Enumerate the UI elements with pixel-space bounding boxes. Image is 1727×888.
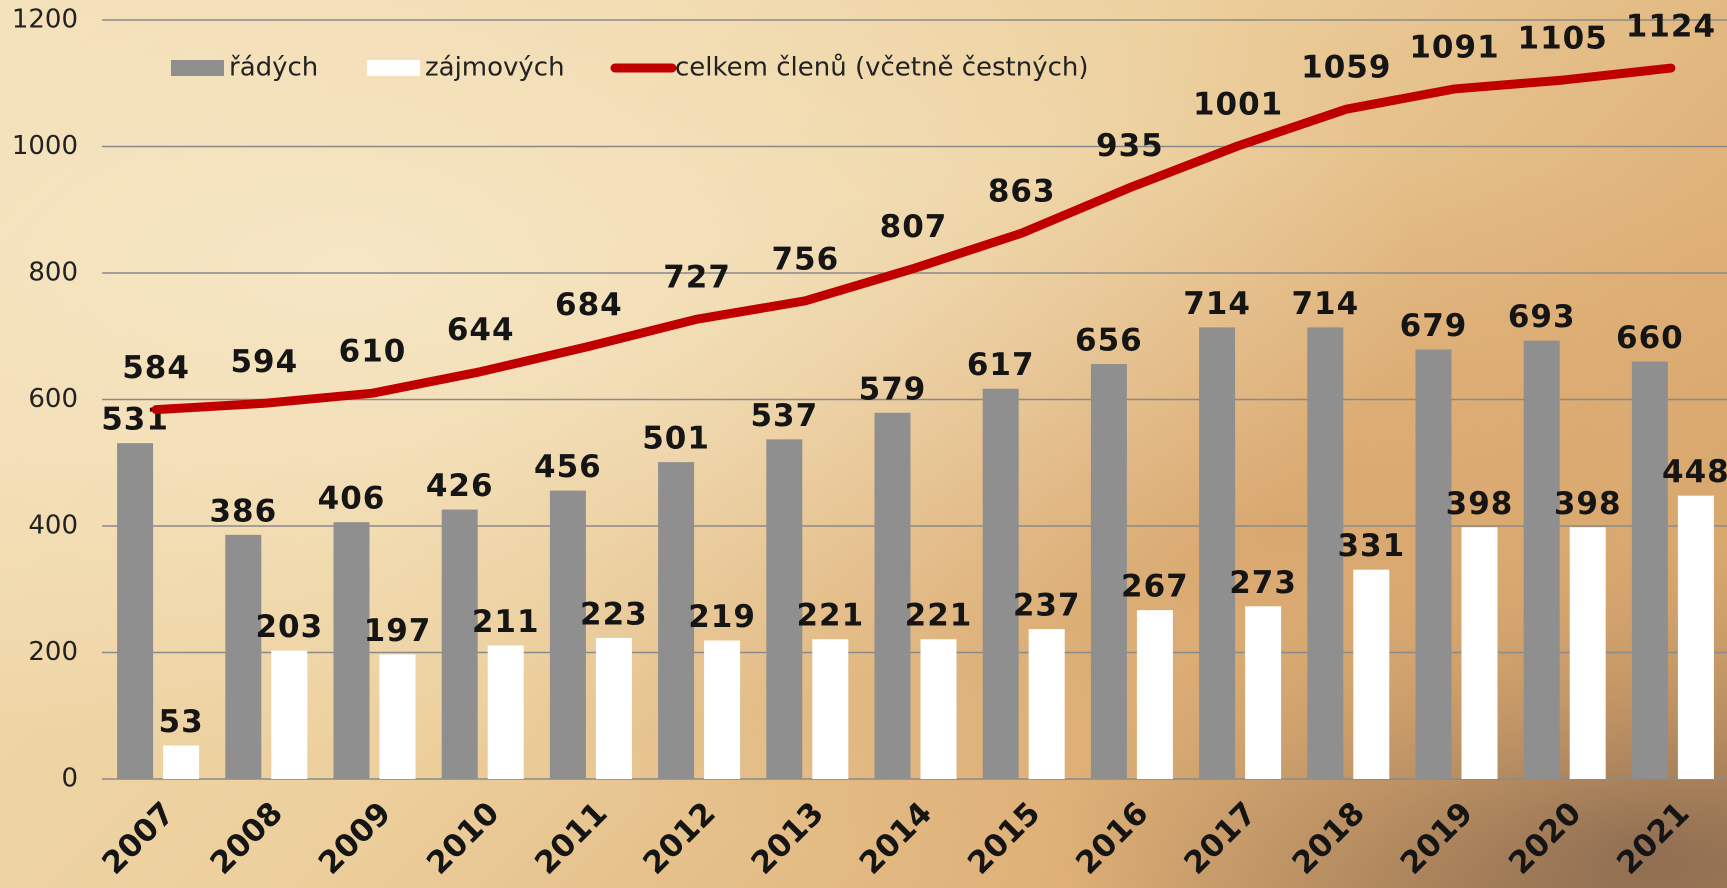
data-label: 448 [1662, 454, 1727, 490]
x-tick-label: 2011 [528, 795, 614, 881]
y-tick-label: 0 [61, 764, 78, 794]
data-label: 406 [318, 481, 386, 517]
data-label: 1105 [1518, 21, 1608, 57]
bar [1137, 610, 1173, 779]
data-label: 203 [255, 609, 323, 645]
x-tick-label: 2014 [853, 795, 939, 881]
bar [1462, 527, 1498, 779]
data-label: 221 [796, 598, 864, 634]
bar [550, 491, 586, 779]
bar [334, 522, 370, 779]
bar [380, 654, 416, 779]
y-tick-label: 200 [28, 637, 78, 667]
x-tick-label: 2013 [745, 795, 831, 881]
data-label: 610 [339, 334, 407, 370]
data-label: 197 [364, 613, 432, 649]
data-label: 714 [1291, 286, 1359, 322]
data-label: 1059 [1301, 50, 1391, 86]
data-label: 756 [771, 241, 839, 277]
legend-swatch [367, 60, 420, 76]
data-label: 501 [642, 421, 710, 457]
bar [271, 651, 307, 779]
data-label: 935 [1096, 128, 1164, 164]
data-label: 398 [1554, 486, 1622, 522]
data-label: 714 [1183, 286, 1251, 322]
x-tick-label: 2015 [961, 795, 1047, 881]
bar [875, 413, 911, 779]
bar [921, 639, 957, 779]
bar [983, 389, 1019, 779]
data-label: 579 [859, 371, 927, 407]
data-label: 221 [905, 598, 973, 634]
bar [442, 510, 478, 779]
data-label: 656 [1075, 323, 1143, 359]
data-label: 644 [447, 312, 515, 348]
legend-swatch [171, 60, 224, 76]
data-label: 684 [555, 287, 623, 323]
y-tick-label: 400 [28, 511, 78, 541]
legend-label: celkem členů (včetně čestných) [675, 53, 1089, 83]
data-label: 223 [580, 596, 648, 632]
y-tick-label: 600 [28, 384, 78, 414]
data-label: 267 [1121, 569, 1189, 605]
x-tick-label: 2019 [1394, 795, 1480, 881]
x-tick-label: 2018 [1286, 795, 1372, 881]
x-tick-label: 2020 [1502, 795, 1588, 881]
data-label: 584 [122, 350, 190, 386]
data-label: 660 [1616, 320, 1684, 356]
data-label: 1124 [1626, 9, 1716, 45]
x-tick-label: 2021 [1610, 795, 1696, 881]
y-tick-label: 800 [28, 258, 78, 288]
bar [704, 640, 740, 779]
data-label: 863 [988, 174, 1056, 210]
legend-label: řádých [229, 53, 318, 83]
data-label: 398 [1446, 486, 1514, 522]
bar [488, 646, 524, 779]
data-label: 727 [663, 260, 731, 296]
data-label: 331 [1337, 528, 1405, 564]
bar [117, 443, 153, 779]
bar [1678, 496, 1714, 779]
bar [1570, 527, 1606, 779]
bar [1524, 341, 1560, 779]
data-label: 807 [880, 209, 948, 245]
legend-label: zájmových [425, 53, 565, 83]
data-label: 219 [688, 599, 756, 635]
x-tick-label: 2016 [1069, 795, 1155, 881]
data-label: 594 [230, 344, 298, 380]
bar [1029, 629, 1065, 779]
bar [1416, 350, 1452, 779]
bar [1353, 570, 1389, 779]
data-label: 211 [472, 604, 540, 640]
y-tick-label: 1200 [12, 5, 78, 35]
bar [163, 745, 199, 779]
x-tick-label: 2007 [95, 795, 181, 881]
bar [1245, 606, 1281, 779]
bar [812, 639, 848, 779]
data-label: 1001 [1193, 86, 1283, 122]
data-label: 456 [534, 449, 602, 485]
x-tick-label: 2017 [1177, 795, 1263, 881]
chart: 0 200 400 600 800 1000 1200 2007 2008 2009 2010 201… [0, 0, 1727, 888]
bar [1632, 362, 1668, 779]
bar [596, 638, 632, 779]
data-label: 1091 [1409, 29, 1499, 65]
data-label: 53 [159, 704, 204, 740]
data-label: 537 [750, 398, 818, 434]
data-label: 693 [1508, 299, 1576, 335]
data-label: 679 [1400, 308, 1468, 344]
data-label: 386 [209, 493, 277, 529]
bar [1199, 327, 1235, 779]
data-label: 273 [1229, 565, 1297, 601]
x-tick-label: 2009 [312, 795, 398, 881]
y-tick-label: 1000 [12, 131, 78, 161]
data-label: 426 [426, 468, 494, 504]
data-label: 237 [1013, 588, 1081, 624]
page: 0 200 400 600 800 1000 1200 2007 2008 2009 2010 201… [0, 0, 1727, 888]
bar [225, 535, 261, 779]
x-tick-label: 2008 [204, 795, 290, 881]
data-label: 617 [967, 347, 1035, 383]
x-tick-label: 2012 [636, 795, 722, 881]
x-tick-label: 2010 [420, 795, 506, 881]
